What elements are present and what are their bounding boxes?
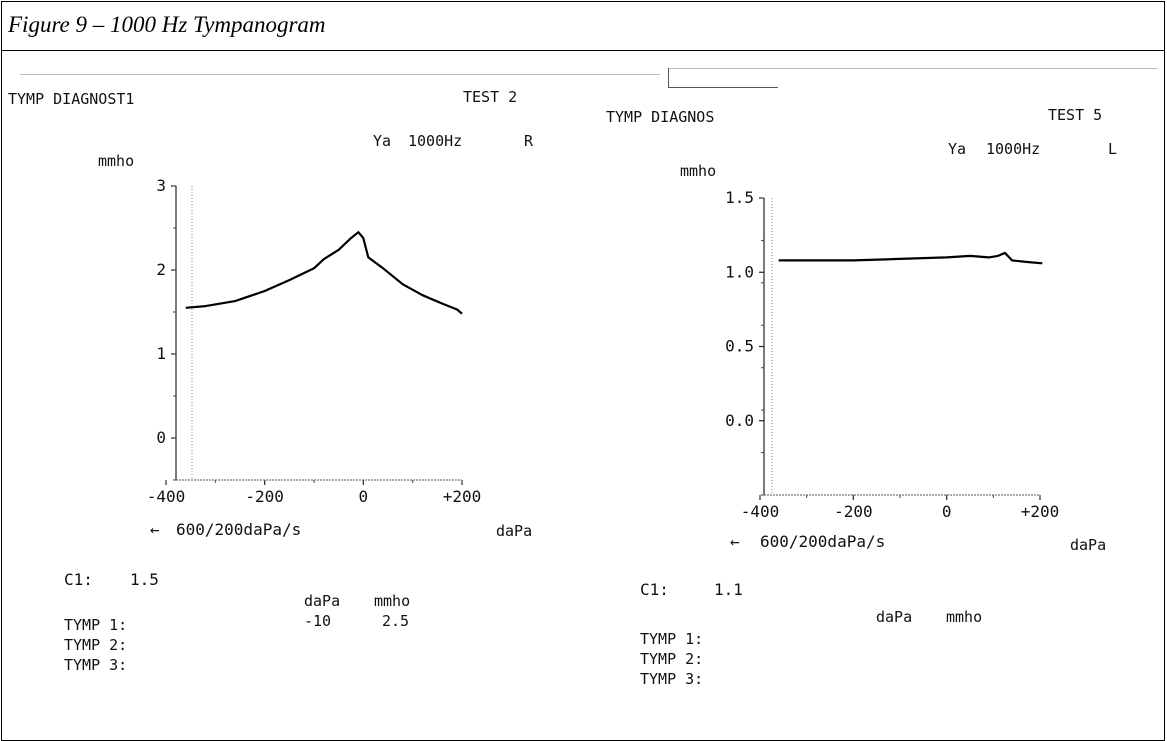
right-x-tick-label: -200 (834, 502, 873, 521)
right-tymp3: TYMP 3: (640, 670, 704, 688)
left-c1-label: C1: (64, 570, 93, 589)
right-c1-label: C1: (640, 580, 669, 599)
left-series-line (185, 231, 463, 315)
right-header: TYMP DIAGNOS (606, 108, 715, 126)
right-sweep-arrow-icon: ← (730, 532, 740, 551)
caption-divider (2, 50, 1164, 51)
scan-edge-line (20, 74, 660, 75)
right-frequency: 1000Hz (986, 140, 1041, 158)
left-frequency: 1000Hz (408, 132, 463, 150)
left-tymp1: TYMP 1: (64, 616, 128, 634)
scan-edge-line (668, 68, 1158, 69)
right-y-tick-label: 1.0 (725, 262, 754, 281)
right-xunit: daPa (1070, 536, 1107, 554)
left-y-tick-label: 3 (156, 176, 166, 195)
right-col-dapa: daPa (876, 608, 913, 626)
right-test-label: TEST 5 (1048, 106, 1103, 124)
left-x-tick-label: +200 (443, 487, 482, 506)
right-x-tick-label: +200 (1021, 502, 1060, 521)
right-tymp2: TYMP 2: (640, 650, 704, 668)
left-tymp1-mmho: 2.5 (382, 612, 410, 630)
left-y-tick-label: 0 (156, 428, 166, 447)
right-sweep-rate: 600/200daPa/s (760, 532, 886, 551)
left-col-dapa: daPa (304, 592, 341, 610)
left-col-mmho: mmho (374, 592, 411, 610)
right-unit-label: mmho (680, 162, 717, 180)
left-tymp3: TYMP 3: (64, 656, 128, 674)
right-series-line (778, 251, 1043, 265)
right-col-mmho: mmho (946, 608, 983, 626)
figure-caption: Figure 9 – 1000 Hz Tympanogram (8, 12, 326, 37)
left-ear: R (524, 132, 534, 150)
right-y-tick-label: 0.5 (725, 337, 754, 356)
right-ear: L (1108, 140, 1118, 158)
left-test-label: TEST 2 (463, 88, 518, 106)
left-tymp1-dapa: -10 (304, 612, 332, 630)
left-y-tick-label: 1 (156, 344, 166, 363)
scan-edge-tick (668, 87, 778, 88)
right-probe: Ya (948, 140, 967, 158)
left-unit-label: mmho (98, 152, 135, 170)
left-x-tick-label: -400 (147, 487, 186, 506)
left-sweep-arrow-icon: ← (150, 520, 160, 539)
left-c1-value: 1.5 (130, 570, 159, 589)
left-sweep-rate: 600/200daPa/s (176, 520, 302, 539)
right-y-tick-label: 0.0 (725, 411, 754, 430)
left-header: TYMP DIAGNOST1 (8, 90, 135, 108)
right-c1-value: 1.1 (714, 580, 743, 599)
scan-edge-tick (668, 68, 669, 88)
left-probe: Ya (373, 132, 392, 150)
right-x-tick-label: 0 (942, 502, 952, 521)
right-x-tick-label: -400 (741, 502, 780, 521)
left-y-tick-label: 2 (156, 260, 166, 279)
right-tymp1: TYMP 1: (640, 630, 704, 648)
left-xunit: daPa (496, 522, 533, 540)
left-x-tick-label: -200 (245, 487, 284, 506)
right-y-tick-label: 1.5 (725, 188, 754, 207)
left-x-tick-label: 0 (359, 487, 369, 506)
left-tymp2: TYMP 2: (64, 636, 128, 654)
